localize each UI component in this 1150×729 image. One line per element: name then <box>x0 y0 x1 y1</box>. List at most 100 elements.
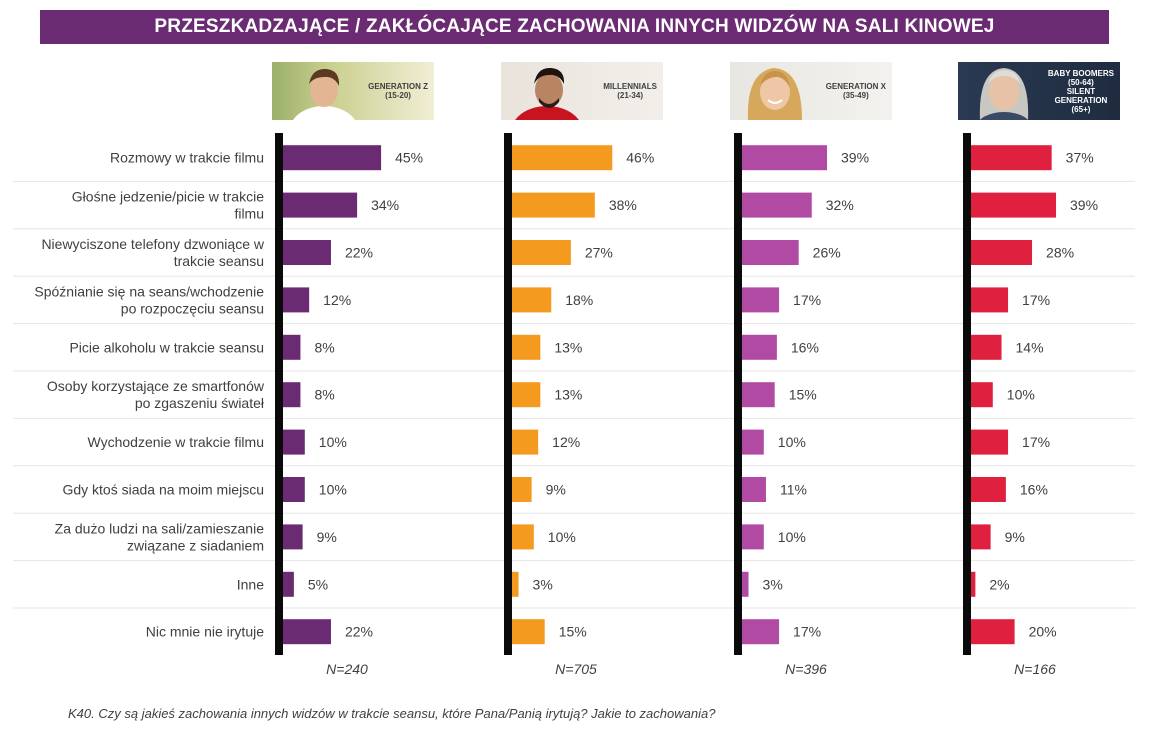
category-label: Spóźnianie się na seans/wchodzenie <box>34 283 264 299</box>
generation-label-line: (15-20) <box>385 91 411 100</box>
bar <box>971 477 1006 502</box>
value-label: 10% <box>548 529 576 545</box>
value-label: 16% <box>791 339 819 355</box>
bar <box>512 477 532 502</box>
baby-boomers-header: BABY BOOMERS (50-64) SILENT GENERATION (65+) <box>958 62 1120 120</box>
bar <box>512 334 541 360</box>
value-label: 10% <box>319 482 347 498</box>
generation-label-line: (50-64) <box>1068 77 1094 87</box>
sample-size-label: N=166 <box>1014 661 1056 677</box>
older-woman-photo-icon <box>979 68 1029 120</box>
generation-label-line: (65+) <box>1071 104 1091 114</box>
sample-size-label: N=705 <box>555 661 597 677</box>
value-label: 10% <box>778 529 806 545</box>
value-label: 3% <box>763 576 783 592</box>
value-label: 12% <box>323 292 351 308</box>
value-label: 13% <box>554 387 582 403</box>
value-label: 38% <box>609 197 637 213</box>
value-label: 17% <box>1022 292 1050 308</box>
value-label: 28% <box>1046 245 1074 261</box>
category-label: Gdy ktoś siada na moim miejscu <box>62 482 264 498</box>
value-label: 26% <box>813 245 841 261</box>
bar <box>742 240 799 265</box>
value-label: 22% <box>345 245 373 261</box>
generation-x-header: GENERATION X (35-49) <box>730 62 892 120</box>
bar <box>283 145 382 171</box>
value-label: 45% <box>395 150 423 166</box>
category-label: związane z siadaniem <box>127 537 264 553</box>
bar <box>283 192 358 218</box>
bar <box>512 524 534 550</box>
bar <box>512 192 595 218</box>
value-label: 10% <box>778 434 806 450</box>
category-label: filmu <box>234 206 264 222</box>
generation-label-line: MILLENNIALS <box>603 82 657 91</box>
axis-line <box>734 133 742 655</box>
generation-label-line: BABY BOOMERS <box>1047 68 1114 78</box>
bar <box>971 382 993 408</box>
sample-size-label: N=396 <box>785 661 827 677</box>
bar <box>283 619 331 645</box>
value-label: 2% <box>989 576 1009 592</box>
bar <box>742 382 775 408</box>
category-label: Głośne jedzenie/picie w trakcie <box>72 189 264 205</box>
value-label: 22% <box>345 624 373 640</box>
value-label: 15% <box>789 387 817 403</box>
value-label: 14% <box>1016 339 1044 355</box>
bar <box>283 524 303 550</box>
young-man-photo-icon <box>515 67 579 120</box>
value-label: 12% <box>552 434 580 450</box>
category-label: Wychodzenie w trakcie filmu <box>88 434 265 450</box>
axis-line <box>275 133 283 655</box>
value-label: 39% <box>841 150 869 166</box>
survey-question-footnote: K40. Czy są jakieś zachowania innych wid… <box>68 706 716 721</box>
value-label: 9% <box>317 529 337 545</box>
category-label: po rozpoczęciu seansu <box>121 300 264 316</box>
value-label: 9% <box>1005 529 1025 545</box>
bar <box>971 334 1002 360</box>
bar <box>971 287 1009 313</box>
value-label: 20% <box>1029 624 1057 640</box>
bar <box>971 571 976 597</box>
generation-z-label: GENERATION Z (15-20) <box>368 62 428 120</box>
chart-title: PRZESZKADZAJĄCE / ZAKŁÓCAJĄCE ZACHOWANIA… <box>40 10 1109 44</box>
bar <box>742 287 780 313</box>
category-label: Nic mnie nie irytuje <box>146 624 264 640</box>
bar <box>512 571 519 597</box>
bar <box>971 524 991 550</box>
category-label: Niewyciszone telefony dzwoniące w <box>41 236 264 252</box>
bar <box>283 571 294 597</box>
bar <box>742 524 764 550</box>
generation-label-line: GENERATION <box>1054 95 1108 105</box>
woman-photo-icon <box>747 68 802 120</box>
value-label: 10% <box>319 434 347 450</box>
generation-z-header: GENERATION Z (15-20) <box>272 62 434 120</box>
category-label: Inne <box>237 576 264 592</box>
bar <box>283 382 301 408</box>
value-label: 39% <box>1070 197 1098 213</box>
bar <box>512 240 571 265</box>
baby-boomers-label: BABY BOOMERS (50-64) SILENT GENERATION (65+) <box>1048 62 1114 120</box>
axis-line <box>504 133 512 655</box>
category-label: Rozmowy w trakcie filmu <box>110 150 264 166</box>
value-label: 17% <box>1022 434 1050 450</box>
value-label: 16% <box>1020 482 1048 498</box>
bar <box>971 192 1057 218</box>
category-label: Za dużo ludzi na sali/zamieszanie <box>55 520 265 536</box>
value-label: 37% <box>1066 150 1094 166</box>
bar <box>971 619 1015 645</box>
value-label: 17% <box>793 292 821 308</box>
value-label: 17% <box>793 624 821 640</box>
bar <box>742 571 749 597</box>
sample-size-label: N=240 <box>326 661 368 677</box>
generation-label-line: GENERATION X <box>825 82 886 91</box>
value-label: 11% <box>780 482 807 498</box>
value-label: 27% <box>585 245 613 261</box>
generation-x-label: GENERATION X (35-49) <box>826 62 886 120</box>
bar <box>512 429 539 455</box>
category-label: Osoby korzystające ze smartfonów <box>47 378 265 394</box>
value-label: 18% <box>565 292 593 308</box>
bar <box>742 619 780 645</box>
bar <box>971 145 1052 171</box>
